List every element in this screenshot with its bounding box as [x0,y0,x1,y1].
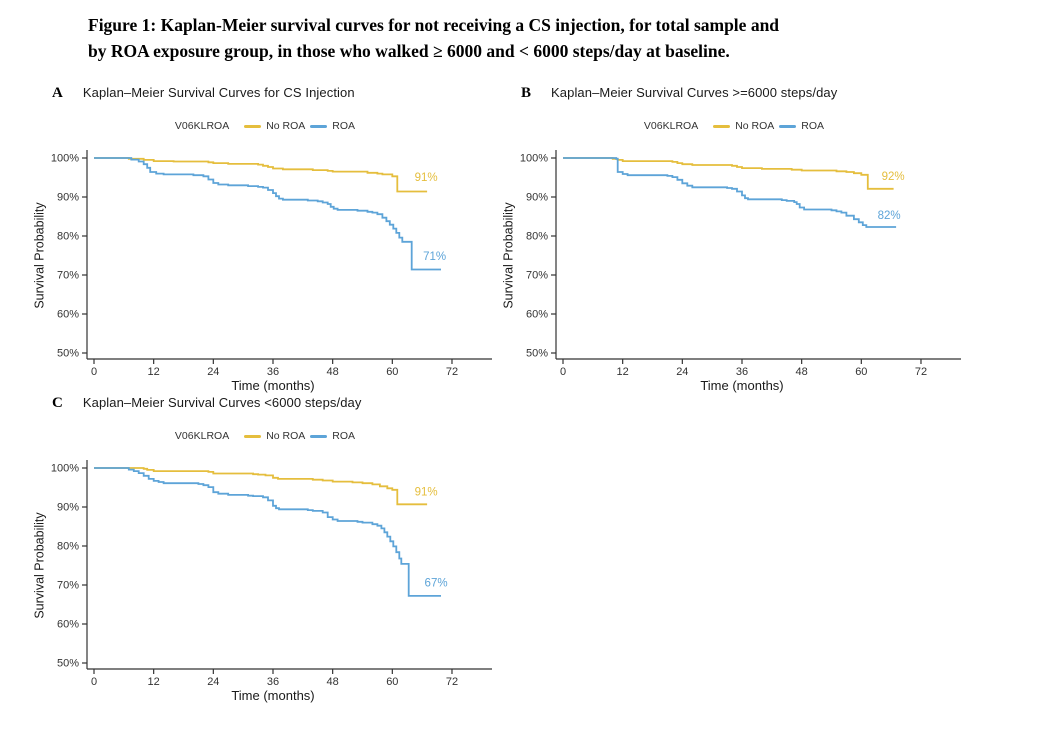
y-tick-label: 60% [526,309,548,321]
legend-title: V06KLROA [643,120,699,132]
legend-label-no-roa: No ROA [735,120,775,132]
x-tick-label: 0 [91,676,97,688]
y-tick-label: 90% [526,192,548,204]
panel-b-letter: B [521,85,532,101]
legend-key-no-roa-icon [244,124,262,128]
curve-annotation-67%: 67% [425,578,448,590]
km-curve-roa [94,157,441,271]
x-axis-title: Time (months) [231,378,314,393]
panel-b-header: B Kaplan–Meier Survival Curves >=6000 st… [521,85,837,102]
x-tick-label: 24 [207,676,219,688]
curve-annotation-82%: 82% [878,210,901,222]
y-axis-title-a: Survival Probability [32,202,47,309]
y-axis-title-b: Survival Probability [501,202,516,309]
panel-c-title: Kaplan–Meier Survival Curves <6000 steps… [82,395,362,410]
km-curve-roa [94,467,441,597]
figure-title-line-2: by ROA exposure group, in those who walk… [88,41,730,61]
legend-title: V06KLROA [174,120,230,132]
y-tick-label: 70% [57,270,79,282]
x-tick-label: 72 [915,366,927,378]
x-tick-label: 36 [267,676,279,688]
km-plot-c: 100% 90% 80% 70% 60% 50% 0 12 24 36 48 60 72 Time (mo… [51,460,492,703]
y-tick-label: 60% [57,309,79,321]
panel-c-legend: V06KLROA No ROA ROA [30,430,500,442]
panel-b-title: Kaplan–Meier Survival Curves >=6000 step… [551,85,838,100]
figure-title: Figure 1: Kaplan-Meier survival curves f… [88,12,998,64]
y-tick-label: 80% [57,231,79,243]
curve-annotation-91%: 91% [415,486,438,498]
x-tick-label: 48 [327,366,339,378]
x-axis-title: Time (months) [231,688,314,703]
x-tick-label: 12 [617,366,629,378]
x-tick-label: 60 [855,366,867,378]
y-tick-label: 70% [57,580,79,592]
km-curve-roa [563,157,897,228]
km-plot-a: 100% 90% 80% 70% 60% 50% 0 12 24 36 48 60 72 Time (mo… [51,150,492,393]
x-tick-label: 60 [386,366,398,378]
panel-a: A Kaplan–Meier Survival Curves for CS In… [30,85,500,397]
legend-label-no-roa: No ROA [266,430,306,442]
panel-b: B Kaplan–Meier Survival Curves >=6000 st… [499,85,969,397]
x-tick-label: 0 [560,366,566,378]
panel-b-legend: V06KLROA No ROA ROA [499,120,969,132]
legend-title: V06KLROA [174,430,230,442]
y-tick-label: 100% [520,153,548,165]
y-tick-label: 80% [57,541,79,553]
x-tick-label: 24 [676,366,688,378]
x-tick-label: 0 [91,366,97,378]
curve-annotation-71%: 71% [423,251,446,263]
legend-label-no-roa: No ROA [266,120,306,132]
y-tick-label: 100% [51,153,79,165]
panel-a-legend: V06KLROA No ROA ROA [30,120,500,132]
y-axis-title-c: Survival Probability [32,512,47,619]
y-tick-label: 100% [51,463,79,475]
legend-key-roa-icon [779,124,797,128]
panel-a-title: Kaplan–Meier Survival Curves for CS Inje… [82,85,355,100]
legend-label-roa: ROA [801,120,825,132]
y-tick-label: 50% [57,658,79,670]
panel-c-header: C Kaplan–Meier Survival Curves <6000 ste… [52,395,361,412]
legend-key-no-roa-icon [713,124,731,128]
km-curve-no-roa [563,157,894,190]
panel-a-header: A Kaplan–Meier Survival Curves for CS In… [52,85,355,102]
legend-key-no-roa-icon [244,434,262,438]
y-tick-label: 50% [526,348,548,360]
panel-c-letter: C [52,395,63,411]
panel-c: C Kaplan–Meier Survival Curves <6000 ste… [30,395,500,707]
km-plot-b: 100% 90% 80% 70% 60% 50% 0 12 24 36 48 60 72 Time (mo… [520,150,961,393]
x-tick-label: 12 [148,676,160,688]
legend-key-roa-icon [310,124,328,128]
y-tick-label: 80% [526,231,548,243]
figure-title-line-1: Figure 1: Kaplan-Meier survival curves f… [88,15,780,35]
legend-key-roa-icon [310,434,328,438]
x-axis-title: Time (months) [700,378,783,393]
legend-label-roa: ROA [332,120,356,132]
x-tick-label: 60 [386,676,398,688]
x-tick-label: 24 [207,366,219,378]
km-curve-no-roa [94,467,428,506]
y-tick-label: 70% [526,270,548,282]
y-tick-label: 90% [57,192,79,204]
y-tick-label: 90% [57,502,79,514]
y-tick-label: 60% [57,619,79,631]
panel-a-letter: A [52,85,63,101]
x-tick-label: 48 [327,676,339,688]
x-tick-label: 72 [446,366,458,378]
x-tick-label: 36 [267,366,279,378]
x-tick-label: 72 [446,676,458,688]
x-tick-label: 48 [796,366,808,378]
km-curve-no-roa [94,157,428,193]
y-tick-label: 50% [57,348,79,360]
curve-annotation-91%: 91% [415,172,438,184]
legend-label-roa: ROA [332,430,356,442]
x-tick-label: 12 [148,366,160,378]
curve-annotation-92%: 92% [882,171,905,183]
x-tick-label: 36 [736,366,748,378]
